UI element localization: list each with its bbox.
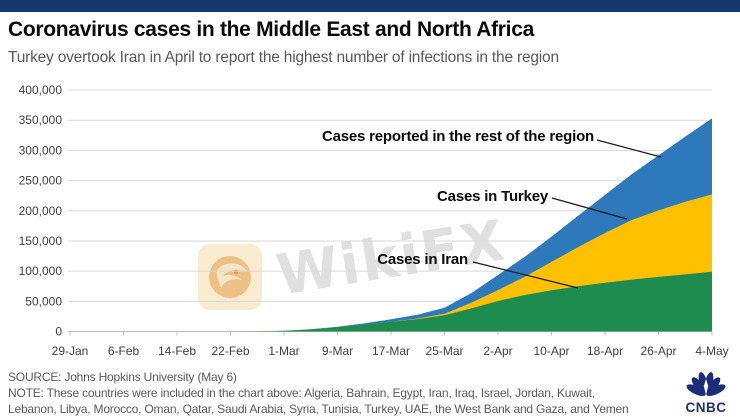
area-iran	[70, 271, 712, 332]
chart-title: Coronavirus cases in the Middle East and…	[8, 18, 534, 41]
x-axis-tick-label: 18-Apr	[587, 344, 623, 358]
source-text: SOURCE: Johns Hopkins University (May 6)	[8, 370, 237, 384]
x-axis-tick-label: 10-Apr	[533, 344, 569, 358]
y-axis-tick-label: 350,000	[19, 113, 63, 127]
x-axis-tick-label: 26-Apr	[640, 344, 676, 358]
x-axis-tick-label: 29-Jan	[52, 344, 89, 358]
y-axis-tick-label: 250,000	[19, 174, 63, 188]
callout-line-rest	[596, 139, 662, 158]
x-axis-tick-label: 22-Feb	[211, 344, 249, 358]
cnbc-logo: CNBC	[678, 371, 734, 415]
y-axis-tick-label: 400,000	[19, 83, 63, 97]
y-axis-tick-label: 100,000	[19, 264, 63, 278]
annotation-turkey: Cases in Turkey	[437, 188, 548, 205]
y-axis-tick-label: 50,000	[25, 294, 62, 308]
x-axis-tick-label: 9-Mar	[322, 344, 353, 358]
x-axis-tick-label: 17-Mar	[372, 344, 410, 358]
cnbc-peacock-icon	[686, 372, 726, 397]
x-axis-tick-label: 2-Apr	[483, 344, 512, 358]
top-accent-bar	[0, 0, 740, 12]
annotation-iran: Cases in Iran	[377, 251, 468, 268]
y-axis-tick-label: 200,000	[19, 204, 63, 218]
y-axis-tick-label: 150,000	[19, 234, 63, 248]
note-text-line1: NOTE: These countries were included in t…	[8, 386, 595, 400]
cnbc-logo-text: CNBC	[685, 400, 727, 415]
x-axis-tick-label: 6-Feb	[108, 344, 140, 358]
note-text-line2: Lebanon, Libya, Morocco, Oman, Qatar, Sa…	[8, 402, 629, 416]
annotation-rest-of-region: Cases reported in the rest of the region	[321, 128, 594, 145]
x-axis-tick-label: 14-Feb	[158, 344, 196, 358]
x-axis-tick-label: 1-Mar	[268, 344, 299, 358]
x-axis-tick-label: 25-Mar	[425, 344, 463, 358]
callout-line-iran	[472, 261, 579, 289]
callout-line-turkey	[551, 197, 628, 220]
y-axis-tick-label: 0	[55, 325, 62, 339]
x-axis-tick-label: 4-May	[695, 344, 728, 358]
footer-notes: SOURCE: Johns Hopkins University (May 6)…	[8, 369, 629, 417]
y-axis-tick-label: 300,000	[19, 143, 63, 157]
chart-subtitle: Turkey overtook Iran in April to report …	[8, 49, 559, 66]
